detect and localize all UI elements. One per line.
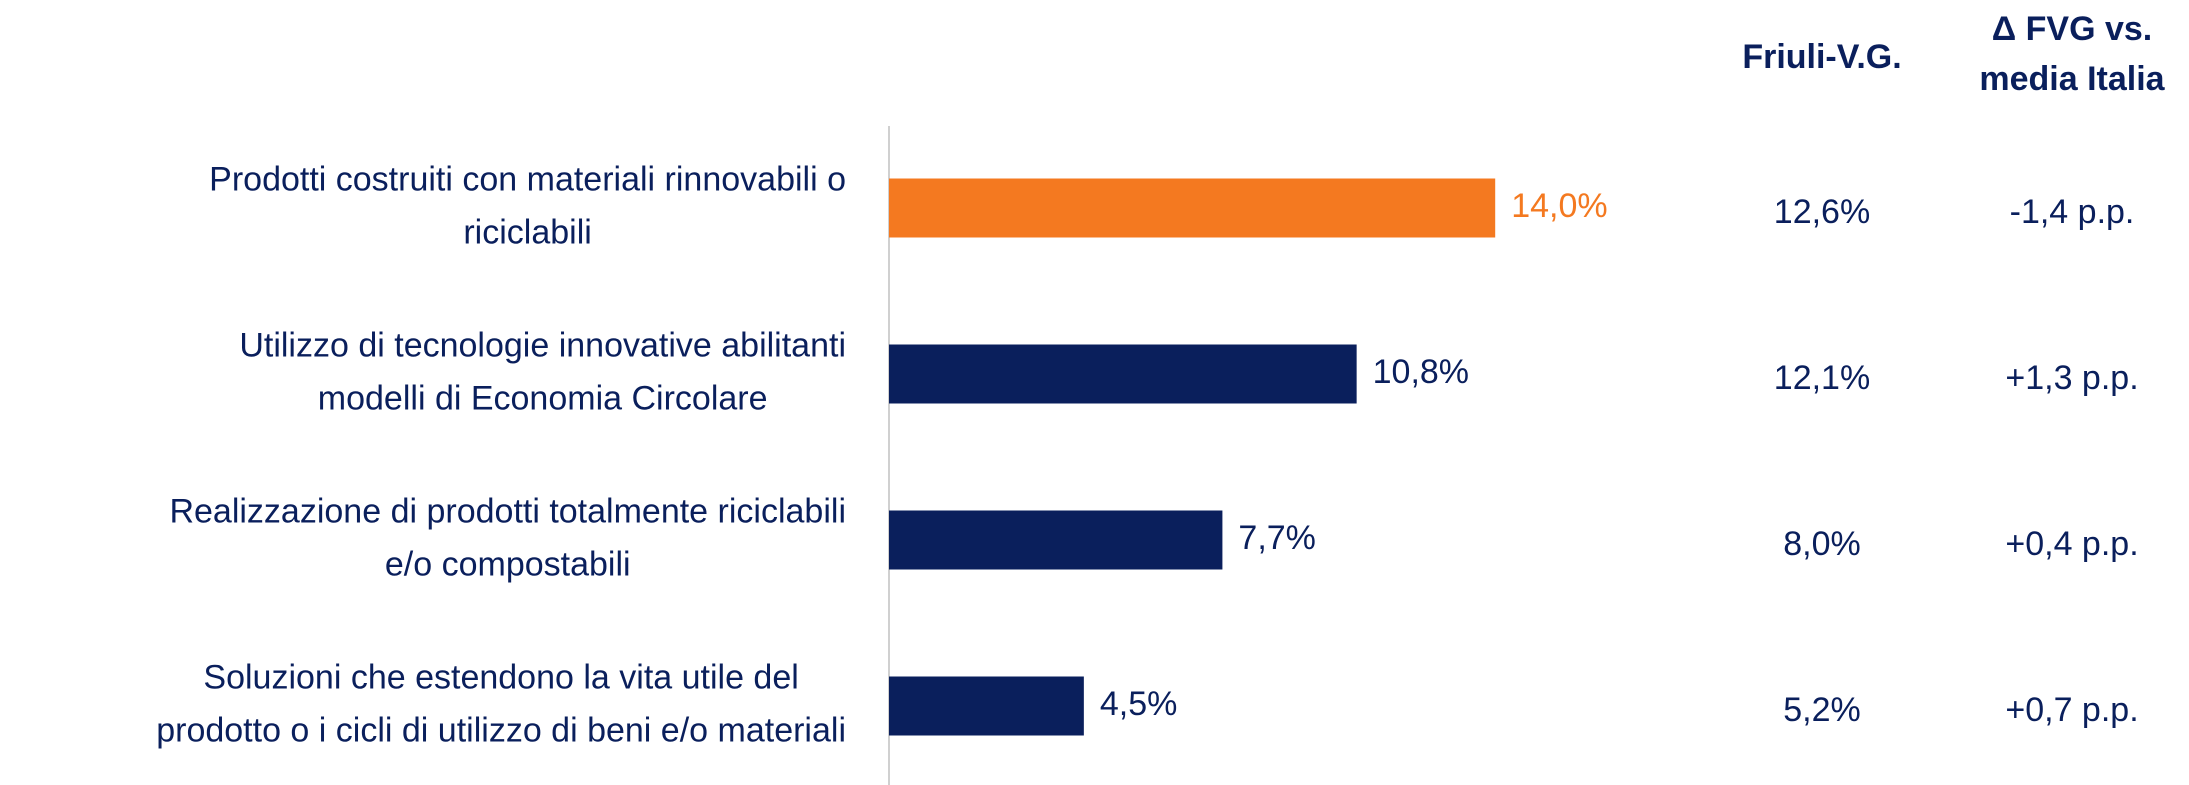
value-label: 4,5% [1100,685,1178,723]
value-label: 7,7% [1238,519,1316,557]
column-value: +0,4 p.p. [2005,525,2138,563]
category-label: e/o compostabili [385,545,631,583]
column-header: Friuli-V.G. [1742,38,1901,76]
column-value: 12,1% [1774,359,1870,397]
bar [889,676,1084,736]
column-value: +1,3 p.p. [2005,359,2138,397]
column-value: 12,6% [1774,193,1870,231]
column-value: 8,0% [1783,525,1861,563]
bar [889,178,1496,238]
bar [889,344,1357,404]
category-label: modelli di Economia Circolare [318,379,768,417]
column-header: Δ FVG vs. [1992,10,2153,48]
category-label: Utilizzo di tecnologie innovative abilit… [239,326,846,364]
column-value: +0,7 p.p. [2005,691,2138,729]
category-label: Soluzioni che estendono la vita utile de… [203,658,798,696]
value-label: 10,8% [1373,353,1469,391]
column-value: 5,2% [1783,691,1861,729]
column-header: media Italia [1979,60,2165,98]
bar [889,510,1223,570]
category-label: prodotto o i cicli di utilizzo di beni e… [156,711,846,749]
category-label: Realizzazione di prodotti totalmente ric… [169,492,846,530]
category-label: riciclabili [463,213,591,251]
value-label: 14,0% [1511,187,1607,225]
column-value: -1,4 p.p. [2010,193,2135,231]
category-label: Prodotti costruiti con materiali rinnova… [209,160,846,198]
